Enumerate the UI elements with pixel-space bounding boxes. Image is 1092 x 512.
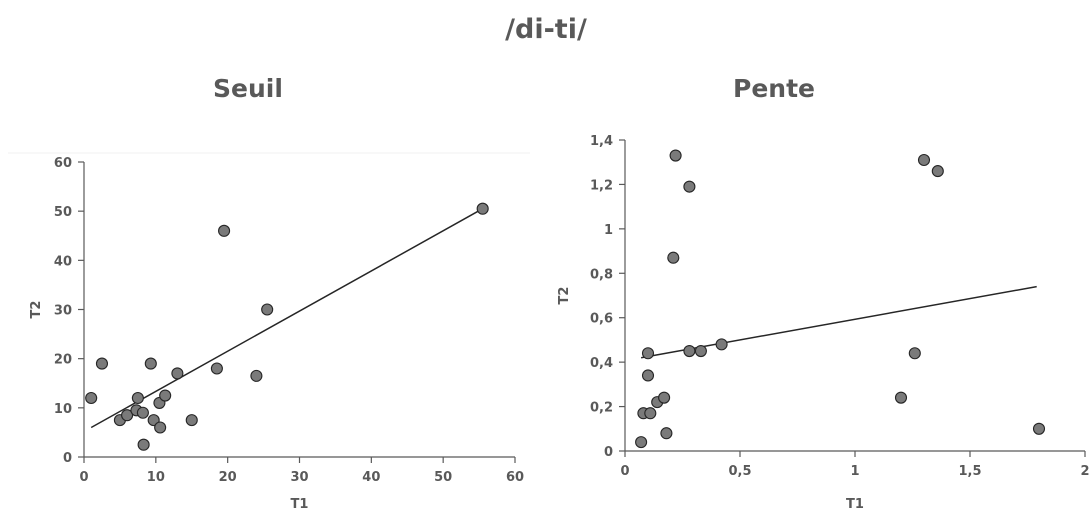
x-tick-label-0-0: 0 — [79, 470, 88, 485]
y-tick-label-1-0: 0 — [604, 445, 613, 460]
x-tick-label-1-2: 1 — [850, 464, 859, 479]
data-point-1-9 — [669, 149, 682, 162]
data-point-0-12 — [159, 389, 172, 402]
chart-title-pente: Pente — [733, 74, 815, 103]
y-tick-label-0-6: 60 — [54, 156, 72, 171]
y-axis-label-1: T2 — [557, 287, 572, 305]
data-point-1-3 — [641, 369, 655, 382]
x-axis-label-1: T1 — [846, 497, 864, 512]
x-axis-label-0: T1 — [291, 497, 309, 512]
y-tick-label-0-1: 10 — [54, 402, 72, 417]
data-point-1-10 — [683, 180, 696, 193]
chart-title-seuil: Seuil — [213, 74, 283, 103]
data-point-1-11 — [683, 344, 696, 358]
x-tick-label-1-1: 0,5 — [728, 464, 751, 479]
x-tick-label-0-4: 40 — [362, 470, 380, 485]
y-tick-label-1-2: 0,4 — [590, 356, 613, 371]
data-point-0-14 — [185, 414, 198, 427]
data-point-0-16 — [218, 224, 231, 237]
data-point-1-12 — [694, 344, 707, 358]
data-point-1-2 — [641, 347, 655, 360]
x-tick-label-0-6: 60 — [506, 470, 524, 485]
data-point-1-8 — [667, 251, 680, 264]
y-tick-label-1-6: 1,2 — [590, 178, 613, 193]
data-point-1-4 — [644, 407, 657, 420]
page-title: /di-ti/ — [505, 14, 587, 45]
data-point-0-8 — [144, 357, 157, 370]
data-point-1-14 — [894, 391, 908, 404]
y-axis-label-0: T2 — [29, 301, 44, 319]
x-tick-label-0-2: 20 — [219, 470, 237, 485]
trendline-1 — [640, 285, 1037, 359]
data-point-0-6 — [136, 406, 149, 419]
y-tick-label-1-4: 0,8 — [590, 267, 613, 282]
data-point-0-15 — [210, 362, 223, 375]
data-point-0-18 — [261, 303, 274, 316]
y-tick-label-0-3: 30 — [54, 304, 72, 319]
y-tick-label-0-2: 20 — [54, 353, 72, 368]
data-point-0-19 — [476, 202, 489, 215]
y-tick-label-0-4: 40 — [54, 254, 72, 269]
x-tick-label-0-1: 10 — [147, 470, 165, 485]
data-point-1-13 — [715, 338, 728, 351]
data-point-0-5 — [131, 391, 144, 405]
y-tick-label-0-0: 0 — [63, 451, 72, 466]
y-tick-label-0-5: 50 — [54, 205, 72, 220]
data-point-1-16 — [917, 153, 931, 167]
x-tick-label-1-0: 0 — [620, 464, 629, 479]
data-point-1-6 — [658, 391, 671, 404]
data-point-1-17 — [931, 165, 944, 178]
data-point-1-0 — [635, 436, 648, 449]
data-point-0-7 — [137, 438, 150, 451]
x-tick-label-1-3: 1,5 — [958, 464, 981, 479]
trendline-0 — [90, 208, 484, 429]
data-point-0-17 — [250, 369, 263, 382]
data-point-1-18 — [1032, 422, 1046, 435]
data-point-0-3 — [121, 409, 134, 422]
data-point-0-0 — [85, 391, 98, 405]
data-point-1-15 — [908, 347, 921, 360]
x-tick-label-1-4: 2 — [1080, 464, 1089, 479]
data-point-0-13 — [171, 367, 184, 380]
y-tick-label-1-5: 1 — [604, 223, 613, 238]
x-tick-label-0-5: 50 — [434, 470, 452, 485]
x-tick-label-0-3: 30 — [290, 470, 308, 485]
y-tick-label-1-1: 0,2 — [590, 401, 613, 416]
y-tick-label-1-3: 0,6 — [590, 312, 613, 327]
data-point-1-7 — [660, 427, 673, 440]
y-tick-label-1-7: 1,4 — [590, 134, 613, 149]
data-point-0-1 — [95, 357, 109, 370]
data-point-0-11 — [154, 421, 167, 434]
